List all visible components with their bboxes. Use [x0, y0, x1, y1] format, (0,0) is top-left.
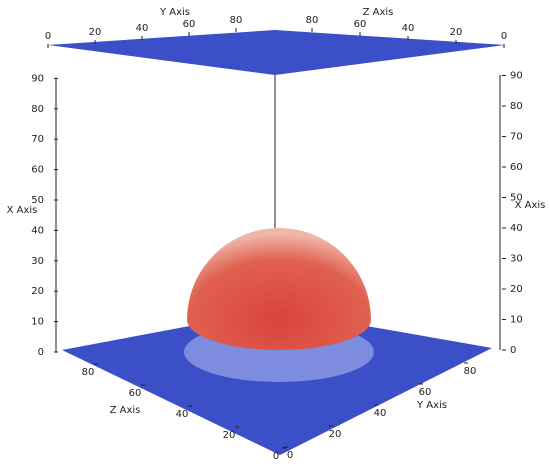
- axis-title: Z Axis: [110, 405, 141, 416]
- tick-label: 80: [230, 15, 243, 26]
- tick-label: 70: [31, 134, 44, 145]
- tick-label: 0: [38, 347, 44, 358]
- tick-label: 50: [31, 195, 44, 206]
- tick-label: 20: [223, 430, 236, 441]
- tick-label: 50: [510, 193, 523, 204]
- hemisphere: [187, 228, 371, 350]
- tick-label: 90: [510, 71, 523, 82]
- tick-label: 20: [510, 284, 523, 295]
- tick-label: 20: [450, 27, 463, 38]
- axis-title: X Axis: [7, 205, 38, 216]
- tick-label: 40: [402, 23, 415, 34]
- tick-label: 80: [510, 101, 523, 112]
- tick-label: 40: [510, 223, 523, 234]
- axis-labels: Y Axis 0 20 40 60 80 Z Axis 80 60 40 20 0 X Axis 0 10 2…: [7, 7, 546, 462]
- tick-label: 60: [510, 162, 523, 173]
- axis-title: Y Axis: [159, 7, 190, 18]
- tick-label: 40: [31, 225, 44, 236]
- tick-label: 70: [510, 132, 523, 143]
- tick-label: 80: [31, 104, 44, 115]
- tick-label: 60: [129, 388, 142, 399]
- tick-label: 80: [464, 366, 477, 377]
- tick-label: 30: [31, 256, 44, 267]
- axis-title: Z Axis: [363, 7, 394, 18]
- tick-label: 60: [354, 19, 367, 30]
- tick-label: 20: [329, 429, 342, 440]
- tick-label: 20: [31, 286, 44, 297]
- tick-label: 60: [419, 387, 432, 398]
- tick-label: 0: [510, 345, 516, 356]
- tick-label: 60: [183, 19, 196, 30]
- top-plane: [48, 30, 505, 75]
- tick-label: 0: [501, 31, 507, 42]
- tick-label: 30: [510, 254, 523, 265]
- tick-label: 10: [510, 315, 523, 326]
- tick-label: 80: [82, 367, 95, 378]
- tick-label: 40: [176, 409, 189, 420]
- tick-label: 40: [136, 23, 149, 34]
- bottom-plane: [62, 310, 492, 455]
- tick-label: 60: [31, 165, 44, 176]
- tick-label: 90: [31, 73, 44, 84]
- tick-label: 0: [287, 450, 293, 461]
- tick-label: 20: [89, 27, 102, 38]
- tick-label: 80: [306, 15, 319, 26]
- tick-label: 10: [31, 317, 44, 328]
- tick-label: 0: [45, 31, 51, 42]
- tick-label: 40: [374, 408, 387, 419]
- axis-title: X Axis: [515, 200, 546, 211]
- axis-title: Y Axis: [416, 400, 447, 411]
- tick-label: 0: [273, 451, 279, 462]
